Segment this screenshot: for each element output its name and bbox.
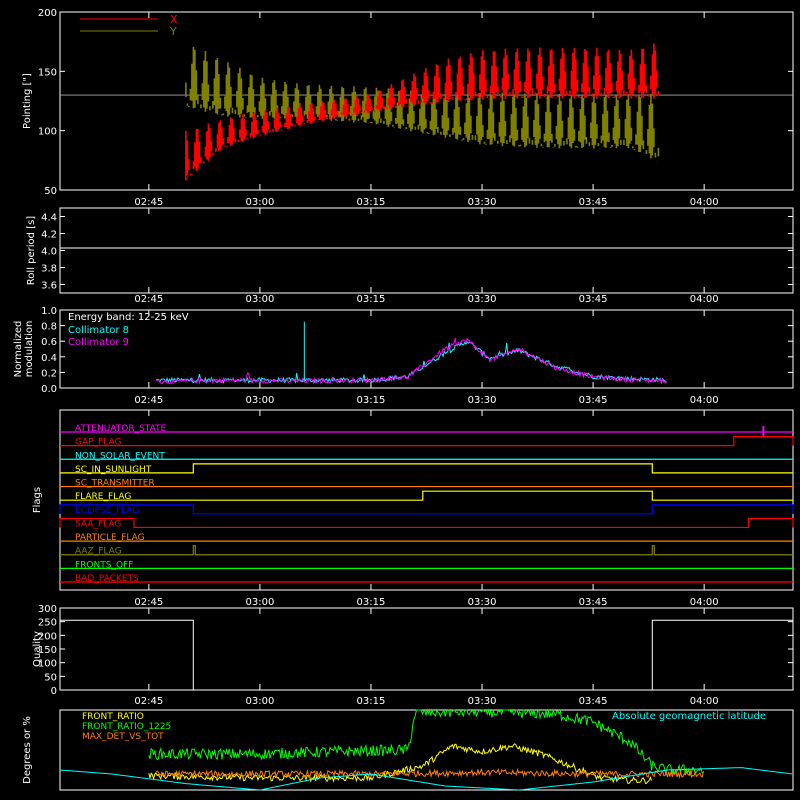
flag-line xyxy=(59,517,794,529)
x-tick-label: 03:30 xyxy=(468,197,497,208)
x-tick-label: 03:45 xyxy=(579,597,608,608)
x-tick-label: 02:45 xyxy=(134,294,163,305)
legend-label: Collimator 8 xyxy=(68,325,129,336)
legend-label: MAX_DET_VS_TOT xyxy=(82,732,164,742)
x-tick-label: 04:00 xyxy=(690,294,719,305)
collimator-9-line xyxy=(156,337,667,385)
x-tick-label: 03:30 xyxy=(468,395,497,406)
flag-label: BAD_PACKETS xyxy=(75,574,139,584)
y-tick-label: 50 xyxy=(44,672,57,683)
x-tick-label: 03:45 xyxy=(579,294,608,305)
flag-label: PARTICLE_FLAG xyxy=(75,533,145,543)
y-axis-label: Pointing ["] xyxy=(22,73,33,129)
flag-label: SC_IN_SUNLIGHT xyxy=(75,465,152,475)
y-tick-label: 150 xyxy=(38,67,57,78)
y-axis-label: Normalizedmodulation xyxy=(13,321,35,378)
x-tick-label: 03:15 xyxy=(357,696,386,707)
y-axis-label: Degrees or % xyxy=(22,716,33,784)
y-tick-label: 100 xyxy=(38,127,57,138)
flag-label: ECLIPSE_FLAG xyxy=(75,506,139,516)
legend-label: FRONT_RATIO_1225 xyxy=(82,722,171,732)
x-tick-label: 03:15 xyxy=(357,197,386,208)
flag-line xyxy=(60,545,793,556)
y-tick-label: 200 xyxy=(38,8,57,19)
x-tick-label: 03:30 xyxy=(468,294,497,305)
y-tick-label: 0.2 xyxy=(41,368,57,379)
y-tick-label: 3.8 xyxy=(41,264,57,275)
x-tick-label: 03:15 xyxy=(357,294,386,305)
y-tick-label: 200 xyxy=(38,631,57,642)
legend-label: Absolute geomagnetic latitude xyxy=(612,711,766,722)
y-tick-label: 100 xyxy=(38,659,57,670)
y-tick-label: 0.6 xyxy=(41,337,57,348)
x-tick-label: 04:00 xyxy=(690,395,719,406)
x-tick-label: 03:30 xyxy=(468,597,497,608)
x-tick-label: 02:45 xyxy=(134,597,163,608)
flag-label: AAZ_FLAG xyxy=(75,547,122,557)
legend-label: Collimator 9 xyxy=(68,337,129,348)
energy-band-annotation: Energy band: 12-25 keV xyxy=(68,312,189,323)
max-det-vs-tot-line xyxy=(156,767,704,779)
y-tick-label: 300 xyxy=(38,604,57,615)
front-ratio-1225-line xyxy=(148,708,704,776)
panel-frame xyxy=(59,11,794,191)
flag-line xyxy=(59,504,794,515)
x-tick-label: 03:15 xyxy=(357,395,386,406)
y-tick-label: 0 xyxy=(51,686,57,697)
y-tick-label: 150 xyxy=(38,645,57,656)
x-tick-label: 02:45 xyxy=(134,395,163,406)
y-tick-label: 4.0 xyxy=(41,247,57,258)
legend-label: Y xyxy=(169,25,177,38)
y-tick-label: 250 xyxy=(38,618,57,629)
x-tick-label: 03:00 xyxy=(245,197,274,208)
flag-label: SC_TRANSMITTER xyxy=(75,479,155,489)
y-axis-label: Flags xyxy=(32,487,43,513)
x-tick-label: 03:30 xyxy=(468,696,497,707)
series-x-envelope xyxy=(185,43,660,181)
y-tick-label: 50 xyxy=(44,186,57,197)
y-axis-label: Roll period [s] xyxy=(26,216,37,285)
y-tick-label: 4.4 xyxy=(41,213,57,224)
flag-label: GAP_FLAG xyxy=(75,438,121,448)
flag-label: SAA_FLAG xyxy=(75,519,121,529)
x-tick-label: 04:00 xyxy=(690,696,719,707)
x-tick-label: 03:00 xyxy=(245,395,274,406)
x-tick-label: 02:45 xyxy=(134,696,163,707)
flag-line xyxy=(60,490,793,501)
panel-frame xyxy=(59,309,794,389)
x-tick-label: 03:00 xyxy=(245,696,274,707)
y-tick-label: 3.6 xyxy=(41,281,57,292)
y-tick-label: 0.0 xyxy=(41,384,57,395)
x-tick-label: 03:00 xyxy=(245,294,274,305)
flag-line xyxy=(60,436,794,447)
y-tick-label: 0.4 xyxy=(41,353,57,364)
flag-label: NON_SOLAR_EVENT xyxy=(75,451,165,461)
legend-label: FRONT_RATIO xyxy=(82,712,144,722)
y-axis-label: Quality xyxy=(32,631,43,667)
flag-label: FLARE_FLAG xyxy=(75,492,131,502)
y-tick-label: 0.8 xyxy=(41,322,57,333)
x-tick-label: 04:00 xyxy=(690,597,719,608)
quality-line xyxy=(60,619,793,691)
x-tick-label: 03:00 xyxy=(245,597,274,608)
x-tick-label: 02:45 xyxy=(134,197,163,208)
y-tick-label: 1.0 xyxy=(41,306,57,317)
flag-label: FRONTS_OFF xyxy=(75,560,133,570)
panel-frame xyxy=(59,709,794,791)
y-tick-label: 4.2 xyxy=(41,230,57,241)
x-tick-label: 04:00 xyxy=(690,197,719,208)
geomagnetic-latitude-line xyxy=(59,767,793,791)
legend-label: X xyxy=(170,13,178,26)
x-tick-label: 03:45 xyxy=(579,696,608,707)
x-tick-label: 03:45 xyxy=(579,395,608,406)
flag-label: ATTENUATOR_STATE xyxy=(75,424,167,434)
x-tick-label: 03:45 xyxy=(579,197,608,208)
x-tick-label: 03:15 xyxy=(357,597,386,608)
flag-line xyxy=(60,463,793,474)
